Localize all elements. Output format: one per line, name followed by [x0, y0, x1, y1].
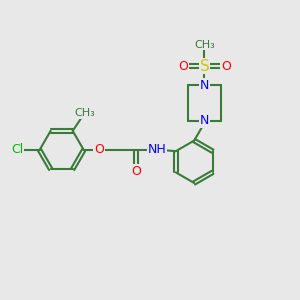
Text: O: O — [178, 60, 188, 73]
Text: N: N — [200, 79, 209, 92]
Text: CH₃: CH₃ — [194, 40, 215, 50]
Text: S: S — [200, 58, 209, 74]
Text: N: N — [200, 114, 209, 127]
Text: O: O — [94, 143, 104, 157]
Text: O: O — [221, 60, 231, 73]
Text: O: O — [131, 165, 141, 178]
Text: Cl: Cl — [11, 143, 24, 157]
Text: CH₃: CH₃ — [75, 108, 95, 118]
Text: NH: NH — [148, 142, 167, 156]
